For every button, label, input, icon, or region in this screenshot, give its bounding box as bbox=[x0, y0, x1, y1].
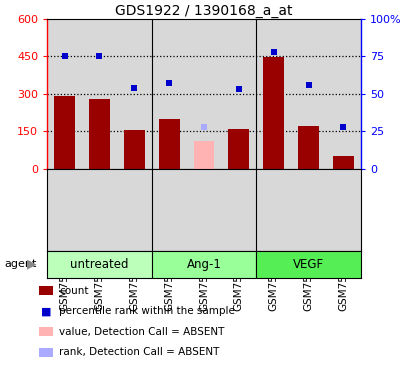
Bar bbox=[89, 99, 110, 169]
Bar bbox=[47, 169, 82, 251]
Bar bbox=[332, 156, 353, 169]
Bar bbox=[158, 119, 179, 169]
Bar bbox=[290, 169, 325, 251]
Bar bbox=[82, 19, 117, 169]
Bar bbox=[151, 251, 256, 278]
Text: rank, Detection Call = ABSENT: rank, Detection Call = ABSENT bbox=[59, 348, 219, 357]
Bar bbox=[263, 57, 283, 169]
Bar bbox=[221, 169, 256, 251]
Bar bbox=[221, 19, 256, 169]
Bar bbox=[117, 19, 151, 169]
Bar bbox=[124, 130, 144, 169]
Bar bbox=[82, 169, 117, 251]
Bar bbox=[228, 129, 249, 169]
Bar bbox=[47, 251, 151, 278]
Text: count: count bbox=[59, 286, 89, 296]
Bar bbox=[47, 19, 82, 169]
Text: agent: agent bbox=[4, 260, 36, 269]
Bar bbox=[186, 19, 221, 169]
Bar bbox=[54, 96, 75, 169]
Bar bbox=[117, 169, 151, 251]
Bar bbox=[325, 169, 360, 251]
Bar bbox=[325, 19, 360, 169]
Bar bbox=[256, 251, 360, 278]
Text: value, Detection Call = ABSENT: value, Detection Call = ABSENT bbox=[59, 327, 224, 337]
Bar bbox=[151, 19, 186, 169]
Text: VEGF: VEGF bbox=[292, 258, 323, 271]
Bar bbox=[193, 141, 214, 169]
Bar bbox=[151, 169, 186, 251]
Text: Ang-1: Ang-1 bbox=[186, 258, 221, 271]
Bar bbox=[256, 19, 290, 169]
Bar bbox=[297, 126, 318, 169]
Bar bbox=[256, 169, 290, 251]
Bar bbox=[186, 169, 221, 251]
Text: ■: ■ bbox=[41, 306, 52, 316]
Bar bbox=[290, 19, 325, 169]
Title: GDS1922 / 1390168_a_at: GDS1922 / 1390168_a_at bbox=[115, 4, 292, 18]
Text: percentile rank within the sample: percentile rank within the sample bbox=[59, 306, 235, 316]
Text: untreated: untreated bbox=[70, 258, 128, 271]
Text: ▶: ▶ bbox=[27, 258, 36, 271]
